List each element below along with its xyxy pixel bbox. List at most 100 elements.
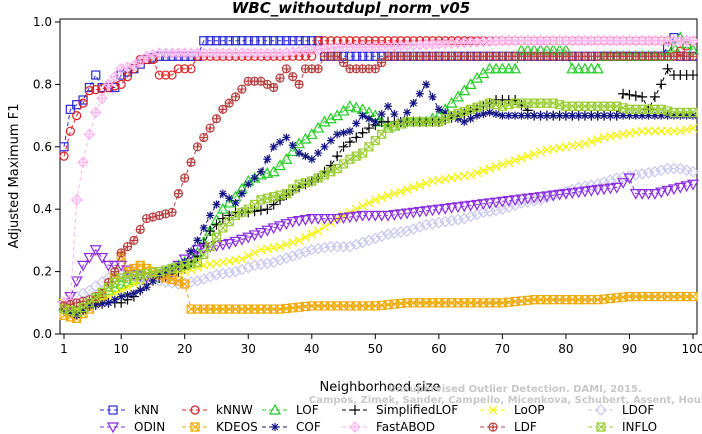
watermark-line-1: Unsupervised Outlier Detection. DAMI, 20… [388,384,642,395]
data-point-knn [84,82,95,93]
data-point-ldof [375,230,388,243]
data-point-simplifiedlof [255,205,266,216]
series-layer [57,31,700,323]
data-point-odin [426,205,439,217]
data-point-ldof [687,165,699,178]
data-point-loop [116,285,126,295]
data-point-cof [587,111,596,120]
data-point-knn [256,36,266,46]
data-point-ldof [293,248,305,260]
data-point-odin [591,185,604,196]
data-point-lof [274,159,287,171]
data-point-odin [610,182,623,194]
y-tick-label: 0.0 [33,327,52,341]
data-point-odin [445,203,458,214]
data-point-cof [345,127,354,136]
data-point-odin [540,191,553,203]
data-point-cof [269,142,278,151]
data-point-ldof [445,214,458,227]
data-point-odin [604,183,617,195]
legend-marker-odin [106,422,120,434]
series-cof [60,80,697,320]
data-point-cof [301,152,310,161]
data-point-odin [553,189,566,201]
data-point-ldf [110,267,120,277]
data-point-odin [578,186,592,198]
legend-item-simplifiedlof: SimplifiedLOF [342,403,458,417]
legend-item-ldf: LDF [480,420,537,434]
data-point-cof [276,138,285,147]
data-point-odin [547,190,560,202]
data-point-cof [536,111,545,120]
data-point-cof [555,111,564,120]
data-point-ldof [280,252,293,264]
data-point-cof [136,286,145,295]
legend-marker-lof [268,403,282,415]
legend-item-kdeos: KDEOS [182,420,258,434]
data-point-cof [339,128,348,137]
data-point-simplifiedlof [649,91,660,102]
data-point-lof [267,165,280,177]
data-point-cof [682,111,691,120]
data-point-cof [288,141,297,150]
data-point-loop [650,126,660,136]
x-tick-label: 60 [431,342,446,356]
legend-label-kdeos: KDEOS [216,420,258,434]
data-point-ldof [242,261,255,274]
data-point-fastabod [312,43,324,56]
data-point-cof [472,111,481,120]
data-point-loop [243,251,253,261]
data-point-simplifiedlof [338,141,349,152]
data-point-odin [496,196,509,208]
data-point-loop [421,178,431,188]
data-point-odin [83,252,96,264]
data-point-simplifiedlof [688,70,698,81]
data-point-knn [275,36,285,46]
data-point-odin [108,260,121,272]
data-point-knnw [180,64,190,74]
data-point-ldof [490,204,502,217]
data-point-lof [286,145,299,157]
data-point-lof [483,62,496,74]
data-point-lof [667,40,680,52]
data-point-odin [439,203,452,215]
data-point-ldof [261,257,274,270]
legend-label-cof: COF [296,420,321,434]
data-point-cof [504,111,513,120]
data-point-cof [530,111,539,120]
data-point-cof [218,189,227,198]
data-point-lof [509,62,522,74]
data-point-odin [617,178,630,189]
data-point-fastabod [102,78,115,91]
data-point-ldof [483,205,496,218]
data-point-cof [657,111,666,120]
data-point-ldof [191,275,204,287]
data-point-loop [688,123,698,133]
data-point-knnw [59,151,69,161]
data-point-lof [578,62,592,74]
data-point-cof [174,261,183,270]
data-point-loop [415,180,425,190]
data-point-odin [242,232,255,244]
data-point-knn [269,36,279,46]
legend-label-fastabod: FastABOD [376,420,435,434]
data-point-ldof [496,203,509,216]
data-point-odin [96,252,109,264]
data-point-knnw [78,98,88,108]
data-point-cof [256,167,265,176]
data-point-ldf [135,224,145,235]
legend-marker-ldof [595,404,607,416]
legend-item-knn: kNN [100,403,159,417]
data-point-cof [422,80,431,89]
data-point-simplifiedlof [351,132,362,143]
data-point-odin [636,189,649,200]
data-point-ldof [312,242,324,255]
data-point-loop [593,135,603,144]
x-tick-label: 50 [368,342,383,356]
data-point-ldof [420,218,433,231]
data-point-odin [77,260,90,272]
data-point-ldf [122,242,133,252]
data-point-lof [490,62,503,74]
data-point-cof [384,102,393,111]
data-point-knnw [72,110,82,121]
